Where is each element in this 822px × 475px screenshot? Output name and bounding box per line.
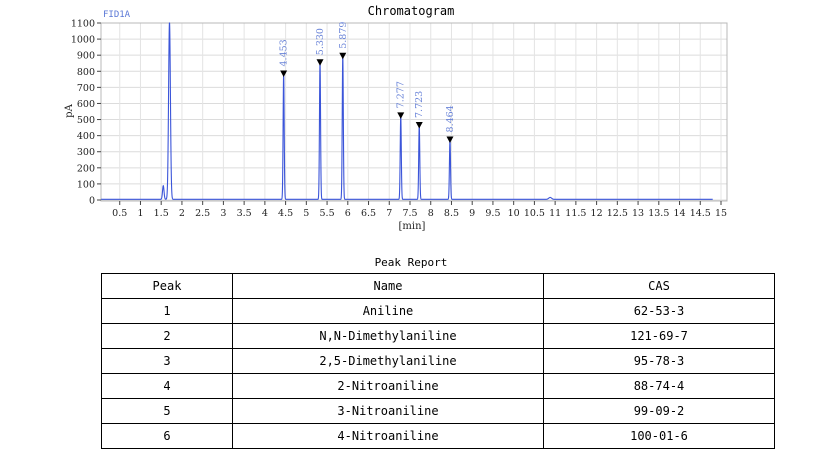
x-tick-label: 12 [591, 208, 603, 219]
x-tick-label: 3 [220, 208, 226, 219]
cell-peak: 2 [101, 323, 233, 349]
peak-markers: 4.453 5.330 5.879 7.277 7.723 8.464 [279, 22, 456, 143]
report-title: Peak Report [374, 256, 448, 269]
peak-rt-label: 4.453 [279, 39, 290, 66]
x-tick-label: 5.5 [320, 208, 335, 219]
x-tick-label: 10.5 [524, 208, 545, 219]
peak-rt-label: 7.277 [396, 81, 407, 108]
y-tick-label: 100 [77, 179, 95, 190]
x-tick-label: 12.5 [607, 208, 628, 219]
cell-peak: 5 [101, 398, 233, 424]
cell-name: 4-Nitroaniline [232, 423, 544, 449]
chromatogram-line [101, 22, 713, 200]
y-tick-label: 300 [77, 147, 95, 158]
x-tick-label: 14 [673, 208, 685, 219]
plot-frame [100, 22, 728, 202]
table-header-row: Peak Name CAS [101, 273, 775, 299]
header-name: Name [232, 273, 544, 299]
axes: 0 100 200 300 400 500 600 700 800 900 1000 1100 0.5 1… [71, 19, 727, 220]
table-row: 3 2,5-Dimethylaniline 95-78-3 [101, 348, 775, 374]
y-tick-label: 700 [77, 83, 95, 94]
x-tick-label: 1.5 [154, 208, 169, 219]
cell-cas: 88-74-4 [543, 373, 775, 399]
table-row: 4 2-Nitroaniline 88-74-4 [101, 373, 775, 399]
detector-label: FID1A [103, 10, 131, 20]
table-row: 6 4-Nitroaniline 100-01-6 [101, 423, 775, 449]
peak-marker [446, 136, 454, 143]
table-row: 5 3-Nitroaniline 99-09-2 [101, 398, 775, 424]
x-tick-label: 2.5 [195, 208, 210, 219]
chromatogram-chart: 0 100 200 300 400 500 600 700 800 900 1000 1100 0.5 1… [64, 10, 728, 232]
peak-marker [415, 121, 423, 129]
x-tick-label: 7.5 [402, 208, 417, 219]
y-tick-label: 1000 [71, 35, 95, 46]
x-tick-label: 4.5 [278, 208, 293, 219]
y-tick-label: 600 [77, 99, 95, 110]
y-axis-label: pA [64, 103, 75, 117]
trace [101, 22, 713, 200]
x-tick-label: 9.5 [485, 208, 500, 219]
peak-rt-label: 7.723 [414, 91, 425, 118]
x-tick-label: 10 [508, 208, 520, 219]
x-tick-label: 7 [386, 208, 392, 219]
x-tick-label: 6.5 [361, 208, 376, 219]
x-tick-label: 13.5 [648, 208, 669, 219]
peak-rt-label: 5.330 [315, 28, 326, 55]
cell-cas: 62-53-3 [543, 298, 775, 324]
x-tick-label: 2 [179, 208, 185, 219]
peak-rt-label: 5.879 [338, 22, 349, 49]
peak-rt-label: 8.464 [445, 105, 456, 132]
cell-cas: 100-01-6 [543, 423, 775, 449]
table-row: 1 Aniline 62-53-3 [101, 298, 775, 324]
x-tick-label: 3.5 [237, 208, 252, 219]
x-tick-label: 11 [549, 208, 561, 219]
x-tick-label: 0.5 [112, 208, 127, 219]
cell-cas: 99-09-2 [543, 398, 775, 424]
y-tick-label: 400 [77, 131, 95, 142]
cell-name: N,N-Dimethylaniline [232, 323, 544, 349]
cell-peak: 6 [101, 423, 233, 449]
peak-marker [316, 59, 324, 66]
cell-cas: 121-69-7 [543, 323, 775, 349]
cell-peak: 3 [101, 348, 233, 374]
cell-name: 2,5-Dimethylaniline [232, 348, 544, 374]
peak-marker [339, 52, 347, 60]
y-tick-label: 200 [77, 163, 95, 174]
cell-name: 3-Nitroaniline [232, 398, 544, 424]
y-tick-label: 500 [77, 115, 95, 126]
cell-peak: 4 [101, 373, 233, 399]
cell-name: 2-Nitroaniline [232, 373, 544, 399]
y-tick-label: 900 [77, 51, 95, 62]
cell-name: Aniline [232, 298, 544, 324]
x-tick-label: 1 [137, 208, 143, 219]
x-tick-label: 8.5 [444, 208, 459, 219]
x-tick-label: 6 [345, 208, 351, 219]
cell-cas: 95-78-3 [543, 348, 775, 374]
x-tick-label: 15 [715, 208, 727, 219]
header-peak: Peak [101, 273, 233, 299]
y-tick-label: 800 [77, 67, 95, 78]
cell-peak: 1 [101, 298, 233, 324]
table-row: 2 N,N-Dimethylaniline 121-69-7 [101, 323, 775, 349]
peak-marker [280, 70, 288, 77]
header-cas: CAS [543, 273, 775, 299]
y-tick-label: 0 [89, 196, 95, 207]
peak-marker [397, 112, 405, 119]
x-tick-label: 11.5 [565, 208, 586, 219]
y-tick-label: 1100 [71, 19, 95, 30]
x-tick-label: 13 [632, 208, 644, 219]
peak-report-table: Peak Name CAS 1 Aniline 62-53-3 2 N,N-Di… [101, 273, 775, 449]
x-axis-label: [min] [399, 221, 426, 232]
x-tick-label: 5 [303, 208, 309, 219]
chart-title: Chromatogram [367, 4, 455, 18]
x-tick-label: 4 [262, 208, 268, 219]
x-tick-label: 14.5 [690, 208, 711, 219]
x-tick-label: 9 [469, 208, 475, 219]
x-tick-label: 8 [428, 208, 434, 219]
